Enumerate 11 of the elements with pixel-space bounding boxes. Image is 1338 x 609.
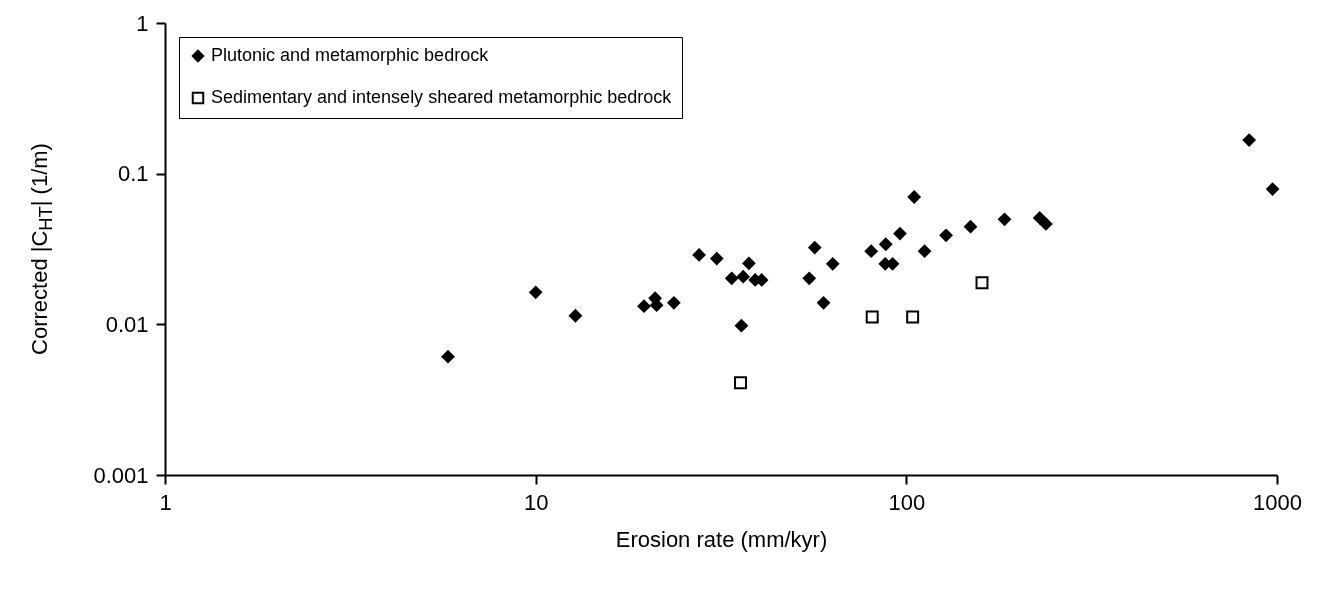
y-tick-label: 1	[136, 10, 149, 36]
x-tick-label: 100	[888, 489, 926, 515]
x-tick-label: 1000	[1253, 489, 1302, 515]
x-tick-label: 1	[159, 489, 172, 515]
x-tick-label: 10	[523, 489, 549, 515]
x-axis-title: Erosion rate (mm/kyr)	[615, 526, 828, 552]
legend-label: Sedimentary and intensely sheared metamorphic bedrock	[211, 87, 673, 107]
y-tick-label: 0.001	[93, 462, 149, 488]
y-tick-label: 0.1	[117, 161, 149, 187]
legend-label: Plutonic and metamorphic bedrock	[211, 45, 490, 65]
y-tick-label: 0.01	[105, 311, 149, 337]
